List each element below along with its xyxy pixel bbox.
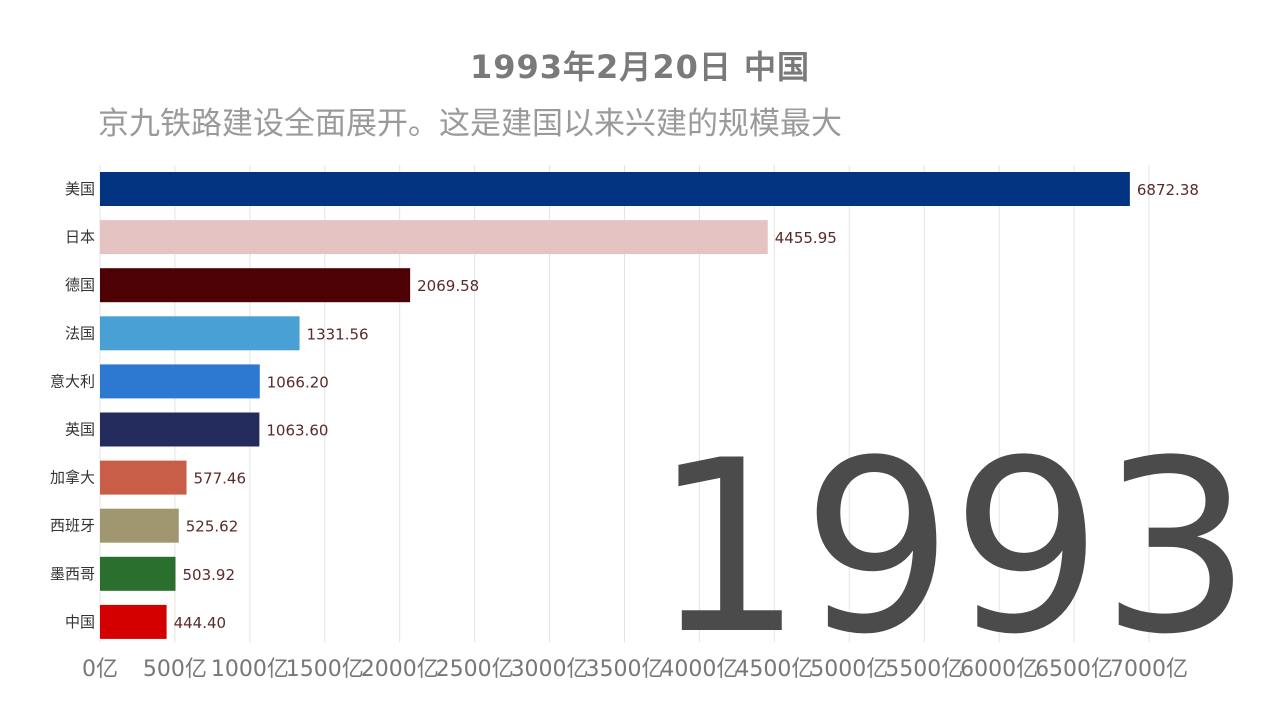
category-label: 美国 [65, 180, 95, 198]
category-label: 中国 [65, 613, 95, 631]
value-label: 525.62 [186, 518, 239, 536]
category-label: 法国 [65, 324, 95, 342]
category-label: 意大利 [50, 372, 95, 390]
value-label: 1063.60 [266, 422, 328, 440]
bar [100, 508, 179, 543]
year-counter: 1993 [652, 410, 1252, 687]
bar [100, 172, 1130, 206]
x-tick-label: 4000亿 [660, 657, 738, 682]
value-label: 1066.20 [267, 373, 329, 391]
x-tick-label: 5500亿 [885, 657, 963, 682]
category-label: 西班牙 [50, 517, 95, 535]
bar [100, 460, 187, 495]
bar [100, 412, 260, 447]
x-tick-label: 2000亿 [361, 657, 439, 682]
category-label: 英国 [65, 421, 95, 439]
bar [100, 364, 260, 399]
bar [100, 268, 411, 303]
bar [100, 316, 300, 351]
category-label: 德国 [65, 276, 95, 294]
value-label: 6872.38 [1137, 181, 1199, 199]
chart-subtitle: 京九铁路建设全面展开。这是建国以来兴建的规模最大 [98, 106, 842, 142]
x-tick-label: 500亿 [143, 657, 207, 682]
bar [100, 556, 176, 591]
x-tick-label: 2500亿 [436, 657, 514, 682]
category-label: 墨西哥 [50, 565, 95, 583]
x-tick-label: 3000亿 [511, 657, 589, 682]
bar [100, 604, 167, 639]
x-tick-label: 1500亿 [286, 657, 364, 682]
x-tick-label: 6500亿 [1035, 657, 1113, 682]
x-tick-label: 3500亿 [586, 657, 664, 682]
value-label: 444.40 [174, 614, 227, 632]
x-tick-label: 1000亿 [211, 657, 289, 682]
bars-group [100, 172, 1130, 639]
bar [100, 220, 768, 255]
value-label: 2069.58 [417, 277, 479, 295]
x-tick-label: 5000亿 [810, 657, 888, 682]
x-tick-label: 6000亿 [960, 657, 1038, 682]
x-axis-ticks: 0亿 500亿 1000亿1500亿2000亿2500亿3000亿3500亿4000… [82, 657, 1188, 682]
category-label: 日本 [65, 228, 95, 246]
chart-title: 1993年2月20日 中国 [469, 48, 810, 86]
category-label: 加拿大 [50, 469, 95, 487]
value-label: 1331.56 [307, 325, 369, 343]
value-labels: 6872.38 4455.95 2069.58 1331.56 1066.20 1063.… [174, 181, 1199, 632]
x-tick-label: 0亿 [82, 657, 118, 682]
value-label: 503.92 [183, 566, 236, 584]
value-label: 577.46 [194, 470, 247, 488]
x-tick-label: 7000亿 [1110, 657, 1188, 682]
value-label: 4455.95 [775, 229, 837, 247]
x-tick-label: 4500亿 [735, 657, 813, 682]
